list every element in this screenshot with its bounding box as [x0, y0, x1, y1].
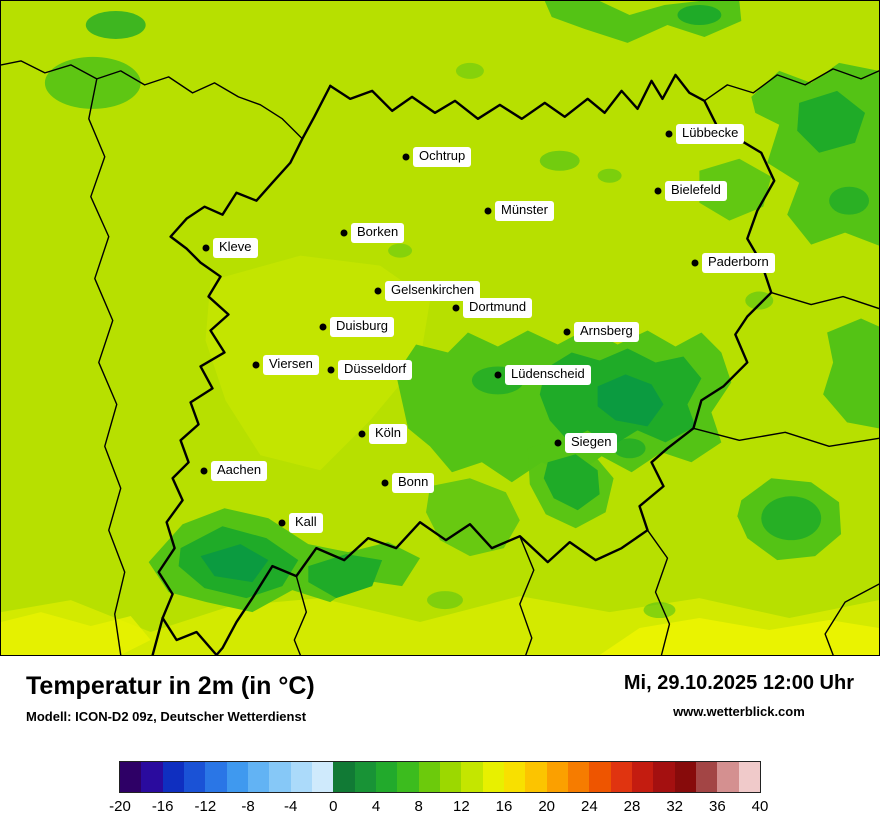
city-dot: [691, 259, 699, 267]
city-label: Kleve: [213, 238, 258, 258]
border-layer: [1, 60, 879, 655]
city-label: Siegen: [565, 433, 618, 453]
colorbar-segments: [119, 761, 761, 793]
colorbar-segment: [183, 762, 206, 792]
colorbar-tick-label: -12: [194, 798, 217, 815]
colorbar-segment: [418, 762, 440, 792]
colorbar-segment: [439, 762, 462, 792]
city-label: Aachen: [211, 461, 268, 481]
datetime-block: Mi, 29.10.2025 12:00 Uhr www.wetterblick…: [624, 672, 854, 719]
city-label: Ochtrup: [413, 147, 472, 167]
colorbar-tick-label: 8: [414, 798, 423, 815]
city-label: Münster: [495, 201, 554, 221]
colorbar-segment: [546, 762, 568, 792]
colorbar-segment: [674, 762, 696, 792]
colorbar-tick-label: 16: [495, 798, 513, 815]
city-dot: [319, 323, 327, 331]
colorbar-segment: [738, 762, 760, 792]
colorbar-segment: [247, 762, 270, 792]
colorbar-segment: [461, 762, 483, 792]
city-label: Lüdenscheid: [505, 365, 591, 385]
colorbar-segment: [653, 762, 675, 792]
colorbar-segment: [120, 762, 142, 792]
colorbar-segment: [589, 762, 611, 792]
info-bar: Temperatur in 2m (in °C) Modell: ICON-D2…: [0, 656, 880, 754]
city-label: Arnsberg: [574, 322, 639, 342]
city-dot: [200, 467, 208, 475]
colorbar-tick-label: 24: [580, 798, 598, 815]
city-dot: [452, 304, 460, 312]
colorbar-tick-label: 0: [329, 798, 338, 815]
colorbar-segment: [333, 762, 355, 792]
city-dot: [665, 130, 673, 138]
city-dot: [654, 187, 662, 195]
colorbar-segment: [354, 762, 376, 792]
colorbar-tick-label: 28: [623, 798, 641, 815]
colorbar-segment: [695, 762, 718, 792]
colorbar-tick-label: 4: [371, 798, 381, 815]
city-label: Dortmund: [463, 298, 533, 318]
colorbar-tick-label: 20: [538, 798, 555, 815]
colorbar-segment: [482, 762, 504, 792]
colorbar-tick-label: -8: [241, 798, 255, 815]
colorbar-ticks: -20 -16 -12 -8 -4 0 4 8 12 16 20 24 28 32 36 40: [109, 798, 768, 818]
colorbar-tick-label: -20: [109, 798, 131, 815]
colorbar-tick-label: -16: [151, 798, 174, 815]
temperature-map: Ochtrup Lübbecke Bielefeld Münster Borken Kle…: [0, 0, 880, 656]
colorbar-segment: [610, 762, 632, 792]
colorbar-tick-label: 12: [452, 798, 470, 815]
colorbar-segment: [717, 762, 739, 792]
city-dot: [484, 207, 492, 215]
map-canvas: [1, 1, 879, 655]
city-dot: [278, 519, 286, 527]
city-label: Bielefeld: [665, 181, 727, 201]
colorbar-segment: [311, 762, 334, 792]
city-label: Borken: [351, 223, 405, 243]
city-dot: [327, 366, 335, 374]
city-label: Bonn: [392, 473, 435, 493]
city-dot: [554, 439, 562, 447]
city-layer: Ochtrup Lübbecke Bielefeld Münster Borken Kle…: [1, 1, 879, 655]
colorbar-segment: [269, 762, 291, 792]
website-label: www.wetterblick.com: [673, 704, 805, 719]
city-label: Kall: [289, 513, 323, 533]
colorbar-area: -20 -16 -12 -8 -4 0 4 8 12 16 20 24 28 32 36 40: [0, 761, 880, 830]
colorbar-segment: [503, 762, 526, 792]
city-dot: [252, 361, 260, 369]
city-label: Köln: [369, 424, 408, 444]
city-dot: [402, 153, 410, 161]
city-dot: [202, 244, 210, 252]
city-dot: [563, 328, 571, 336]
title-block: Temperatur in 2m (in °C) Modell: ICON-D2…: [26, 672, 315, 724]
city-dot: [381, 479, 389, 487]
colorbar-segment: [631, 762, 654, 792]
colorbar-tick-label: 36: [708, 798, 726, 815]
colorbar-segment: [525, 762, 547, 792]
colorbar-segment: [226, 762, 248, 792]
colorbar-segment: [290, 762, 312, 792]
model-subtitle: Modell: ICON-D2 09z, Deutscher Wetterdie…: [26, 709, 307, 724]
page-title: Temperatur in 2m (in °C): [26, 672, 315, 700]
city-label: Paderborn: [702, 253, 775, 273]
colorbar-segment: [397, 762, 419, 792]
city-dot: [358, 430, 366, 438]
colorbar-tick-label: 32: [666, 798, 683, 815]
city-dot: [374, 287, 382, 295]
colorbar-segment: [567, 762, 590, 792]
colorbar-tick-label: 40: [751, 798, 769, 815]
city-label: Gelsenkirchen: [385, 281, 481, 301]
colorbar-segment: [205, 762, 227, 792]
city-label: Viersen: [263, 355, 319, 375]
city-label: Duisburg: [330, 317, 395, 337]
city-dot: [494, 371, 502, 379]
city-label: Düsseldorf: [338, 360, 413, 380]
colorbar-segment: [375, 762, 398, 792]
colorbar-segment: [141, 762, 163, 792]
colorbar-segment: [162, 762, 184, 792]
city-dot: [340, 229, 348, 237]
datetime-label: Mi, 29.10.2025 12:00 Uhr: [623, 672, 854, 694]
city-label: Lübbecke: [676, 124, 745, 144]
colorbar-tick-label: -4: [283, 798, 298, 815]
